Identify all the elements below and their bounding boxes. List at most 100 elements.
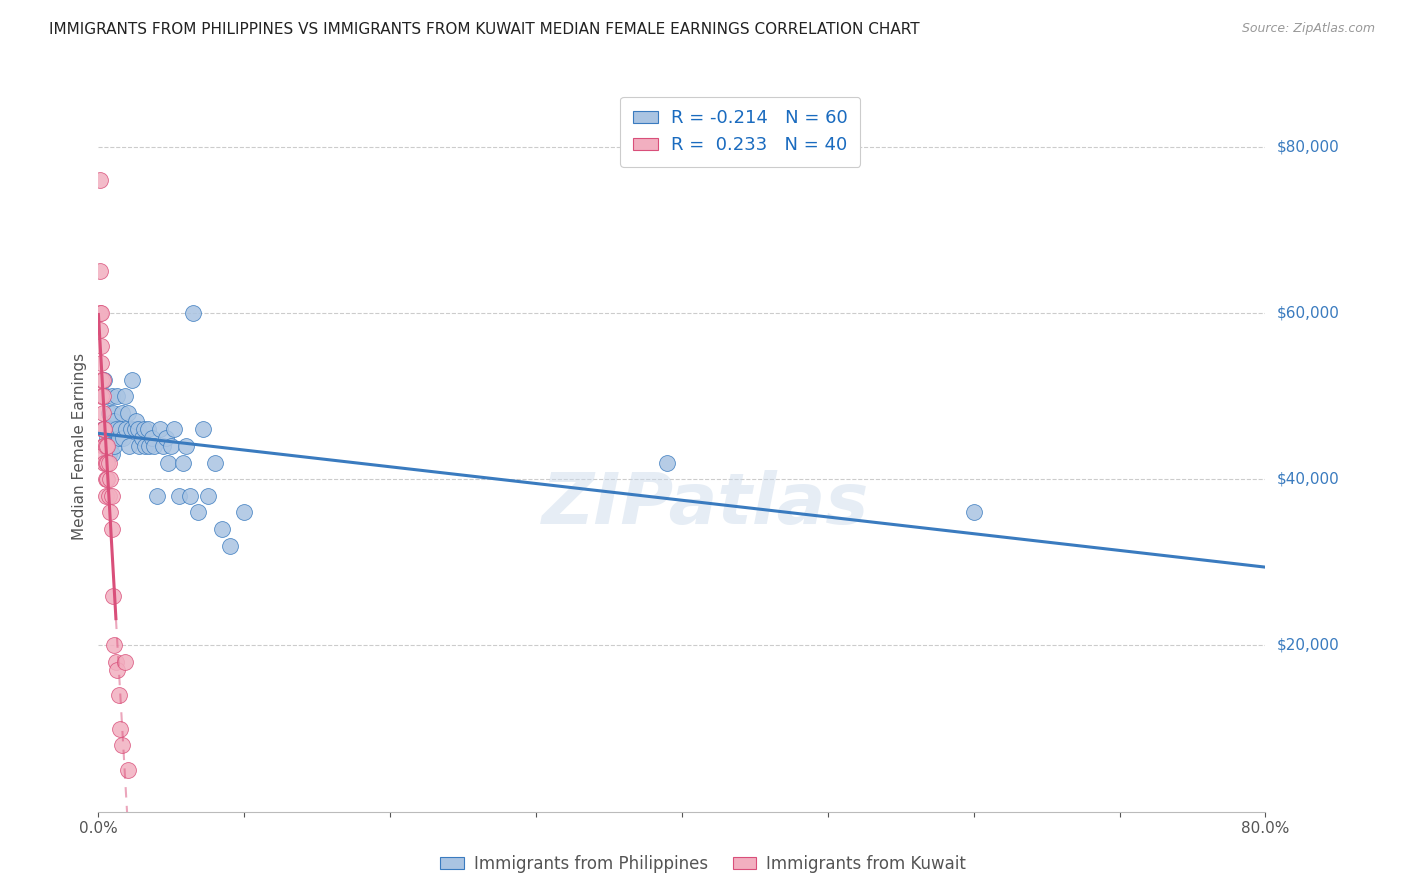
Point: [98, 422, 121, 436]
Point: [90, 372, 112, 386]
Point: [160, 439, 183, 453]
Point: [105, 664, 128, 678]
Point: [111, 738, 134, 752]
Point: [187, 506, 209, 520]
Point: [97, 489, 120, 503]
Text: $80,000: $80,000: [1277, 139, 1340, 154]
Point: [93, 456, 115, 470]
Point: [91, 406, 114, 420]
Point: [97, 447, 120, 461]
Point: [115, 422, 138, 436]
Point: [93, 439, 115, 453]
Point: [89, 173, 111, 187]
Point: [657, 456, 679, 470]
Point: [211, 522, 233, 536]
Point: [127, 422, 149, 436]
Point: [218, 539, 240, 553]
Point: [179, 489, 201, 503]
Point: [89, 306, 111, 320]
Point: [98, 472, 121, 486]
Point: [128, 439, 150, 453]
Point: [104, 655, 127, 669]
Point: [94, 439, 117, 453]
Point: [117, 406, 139, 420]
Point: [90, 339, 112, 353]
Text: $40,000: $40,000: [1277, 472, 1340, 487]
Point: [172, 456, 194, 470]
Point: [97, 456, 120, 470]
Point: [110, 722, 132, 736]
Point: [111, 406, 134, 420]
Point: [132, 422, 155, 436]
Point: [103, 414, 125, 428]
Point: [100, 389, 122, 403]
Text: ZIPatlas: ZIPatlas: [541, 470, 869, 539]
Point: [108, 431, 131, 445]
Point: [146, 489, 169, 503]
Point: [105, 389, 128, 403]
Point: [136, 422, 159, 436]
Point: [103, 439, 125, 453]
Point: [134, 439, 156, 453]
Point: [97, 406, 120, 420]
Point: [117, 763, 139, 777]
Point: [94, 456, 117, 470]
Point: [125, 414, 148, 428]
Point: [96, 456, 118, 470]
Point: [131, 431, 153, 445]
Point: [90, 306, 112, 320]
Point: [98, 506, 121, 520]
Point: [96, 431, 118, 445]
Point: [101, 406, 124, 420]
Text: $20,000: $20,000: [1277, 638, 1340, 653]
Point: [112, 431, 135, 445]
Point: [114, 389, 136, 403]
Point: [962, 506, 984, 520]
Point: [93, 447, 115, 461]
Point: [193, 422, 215, 436]
Point: [197, 489, 219, 503]
Point: [121, 372, 143, 386]
Point: [157, 456, 180, 470]
Point: [141, 431, 163, 445]
Legend: Immigrants from Philippines, Immigrants from Kuwait: Immigrants from Philippines, Immigrants …: [433, 848, 973, 880]
Point: [114, 655, 136, 669]
Point: [138, 439, 160, 453]
Point: [104, 422, 127, 436]
Point: [233, 506, 256, 520]
Point: [91, 439, 114, 453]
Point: [101, 422, 124, 436]
Point: [101, 589, 124, 603]
Point: [98, 439, 121, 453]
Point: [167, 489, 190, 503]
Point: [96, 472, 118, 486]
Point: [163, 422, 186, 436]
Point: [120, 422, 142, 436]
Point: [100, 489, 122, 503]
Point: [103, 639, 125, 653]
Point: [155, 431, 177, 445]
Point: [96, 439, 118, 453]
Point: [89, 323, 111, 337]
Point: [94, 472, 117, 486]
Point: [91, 389, 114, 403]
Point: [91, 372, 114, 386]
Point: [152, 439, 174, 453]
Text: $60,000: $60,000: [1277, 306, 1340, 320]
Point: [181, 306, 204, 320]
Point: [90, 356, 112, 370]
Y-axis label: Median Female Earnings: Median Female Earnings: [72, 352, 87, 540]
Point: [118, 439, 141, 453]
Point: [91, 422, 114, 436]
Point: [91, 422, 114, 436]
Point: [94, 389, 117, 403]
Point: [96, 422, 118, 436]
Point: [204, 456, 226, 470]
Point: [100, 447, 122, 461]
Text: Source: ZipAtlas.com: Source: ZipAtlas.com: [1241, 22, 1375, 36]
Point: [94, 489, 117, 503]
Point: [100, 522, 122, 536]
Point: [93, 372, 115, 386]
Point: [174, 439, 197, 453]
Point: [110, 422, 132, 436]
